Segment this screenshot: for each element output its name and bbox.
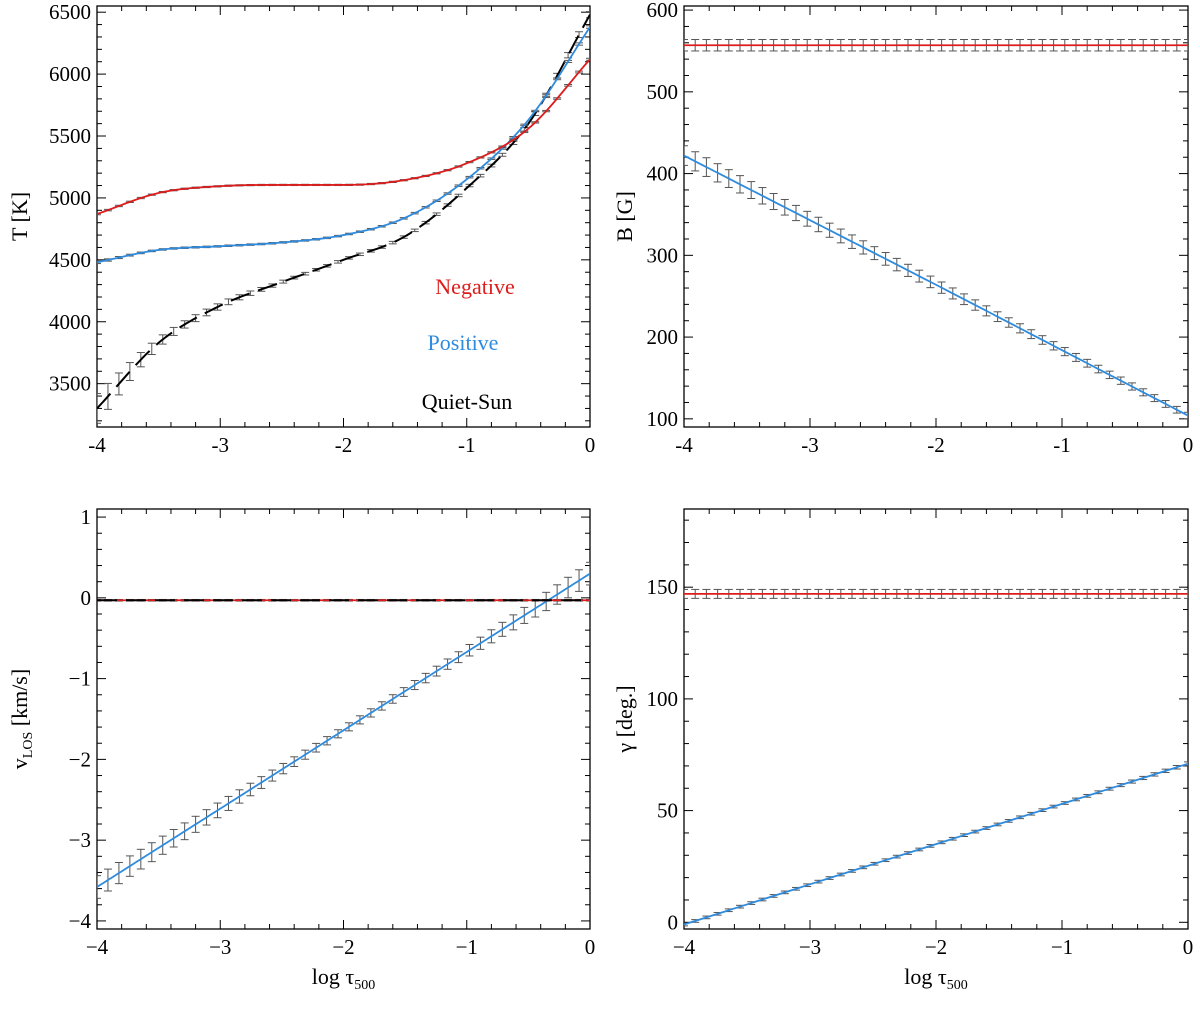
y-axis-label: B [G]	[612, 191, 637, 242]
y-tick-label: 5500	[49, 124, 91, 148]
series-line-positive	[97, 572, 590, 888]
error-bar-positive	[1184, 411, 1188, 420]
y-tick-label: 4500	[49, 248, 91, 272]
error-bar-quiet_sun	[169, 326, 178, 336]
x-tick-label: −1	[1051, 935, 1073, 959]
series-line-positive	[684, 154, 1188, 417]
error-bar-quiet_sun	[498, 152, 507, 157]
y-tick-label: 1	[81, 505, 92, 529]
series-line-quiet_sun	[97, 14, 590, 410]
y-tick-label: 6000	[49, 62, 91, 86]
y-tick-label: 4000	[49, 310, 91, 334]
error-bar-quiet_sun	[97, 393, 101, 424]
error-bar-quiet_sun	[147, 342, 156, 355]
y-tick-label: 500	[647, 80, 679, 104]
x-tick-label: -2	[927, 433, 945, 457]
legend-negative: Negative	[435, 274, 514, 299]
x-tick-label: −1	[456, 935, 478, 959]
plot-area	[97, 11, 590, 424]
y-tick-label: 300	[647, 243, 679, 267]
error-bar-quiet_sun	[246, 290, 255, 296]
plot-frame	[683, 5, 1189, 428]
error-bar-negative	[684, 588, 688, 599]
y-axis-label: vLOS [km/s]	[7, 669, 36, 769]
plot-area	[684, 39, 1188, 420]
y-tick-label: −1	[69, 667, 91, 691]
y-tick-label: 50	[657, 799, 678, 823]
y-tick-label: 100	[647, 407, 679, 431]
x-tick-label: -1	[458, 433, 476, 457]
y-tick-label: 100	[647, 687, 679, 711]
legend-positive: Positive	[428, 330, 499, 355]
x-tick-label: -4	[675, 433, 693, 457]
error-bar-negative	[1184, 588, 1188, 599]
error-bar-negative	[1184, 39, 1188, 52]
x-tick-label: −2	[332, 935, 354, 959]
plot-frame	[96, 508, 591, 930]
error-bar-positive	[586, 25, 590, 29]
y-axis-label: T [K]	[7, 192, 32, 241]
y-axis-label: γ [deg.]	[612, 685, 637, 753]
x-axis-label: log τ500	[904, 964, 967, 993]
error-bar-positive	[684, 145, 688, 166]
y-tick-label: 0	[81, 586, 92, 610]
y-tick-label: 6500	[49, 0, 91, 24]
panel-magnetic-field: -4 -3 -2 -1 0 100 200 300 400 500 600 B [G]	[612, 0, 1193, 457]
x-tick-label: −3	[799, 935, 821, 959]
error-bar-negative	[586, 57, 590, 61]
error-bar-quiet_sun	[125, 362, 134, 382]
x-axis-label: log τ500	[312, 964, 375, 993]
x-tick-label: −4	[673, 935, 696, 959]
error-bar-negative	[684, 39, 688, 52]
y-tick-label: 400	[647, 162, 679, 186]
plot-frame	[683, 508, 1189, 930]
y-tick-label: 0	[668, 910, 679, 934]
plot-frame	[96, 5, 591, 428]
y-tick-label: 5000	[49, 186, 91, 210]
error-bar-quiet_sun	[224, 298, 233, 306]
x-tick-label: -2	[335, 433, 353, 457]
plot-area	[684, 588, 1188, 927]
plot-area	[97, 561, 590, 899]
x-tick-label: -3	[212, 433, 230, 457]
error-bar-quiet_sun	[454, 193, 463, 198]
error-bar-positive	[97, 875, 101, 899]
series-line-negative	[97, 58, 590, 215]
error-bar-quiet_sun	[476, 173, 485, 178]
x-tick-label: -4	[88, 433, 106, 457]
y-tick-label: 150	[647, 575, 679, 599]
y-tick-label: 3500	[49, 372, 91, 396]
panel-inclination: −4 −3 −2 −1 0 0 50 100 150 log τ500 γ [deg.]	[612, 508, 1194, 993]
y-tick-label: −2	[69, 747, 91, 771]
y-tick-label: −3	[69, 828, 91, 852]
panel-temperature: -4 -3 -2 -1 0 3500 4000 4500 5000 5500 6000 6500 T […	[7, 0, 595, 457]
y-tick-label: 200	[647, 325, 679, 349]
legend-quiet_sun: Quiet-Sun	[422, 389, 512, 414]
series-line-positive	[684, 762, 1188, 926]
x-tick-label: −2	[925, 935, 947, 959]
x-tick-label: 0	[1183, 935, 1194, 959]
x-tick-label: −4	[86, 935, 109, 959]
x-tick-label: -1	[1053, 433, 1071, 457]
y-tick-label: −4	[69, 909, 92, 933]
x-tick-label: 0	[585, 935, 596, 959]
error-bar-positive	[586, 561, 590, 586]
x-tick-label: -3	[801, 433, 819, 457]
x-tick-label: 0	[585, 433, 596, 457]
panel-line-of-sight-velocity: −4 −3 −2 −1 0 −4 −3 −2 −1 0 1 log τ500 vLOS [km/s]	[7, 505, 595, 993]
x-tick-label: 0	[1183, 433, 1194, 457]
y-tick-label: 600	[647, 0, 679, 22]
x-tick-label: −3	[209, 935, 231, 959]
error-bar-quiet_sun	[410, 228, 419, 233]
error-bar-quiet_sun	[432, 212, 441, 216]
